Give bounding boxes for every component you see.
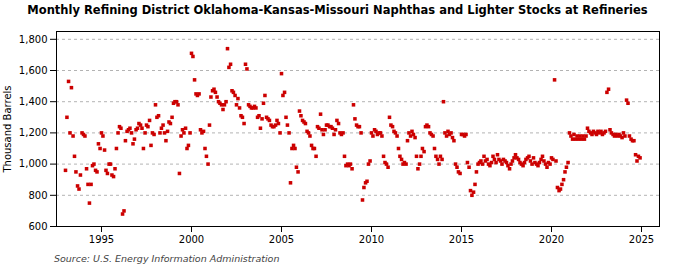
svg-text:1,400: 1,400 (19, 96, 48, 107)
svg-text:1995: 1995 (89, 234, 114, 245)
svg-text:1,000: 1,000 (19, 158, 48, 169)
svg-text:1,800: 1,800 (19, 34, 48, 45)
html-text:Monthly Refining District Okla: Monthly Refining District Oklahoma-Kansa… (27, 3, 648, 17)
html-text:Source: U.S. Energy Informatio: Source: U.S. Energy Information Administ… (54, 253, 280, 264)
svg-text:2020: 2020 (539, 234, 564, 245)
svg-text:2015: 2015 (449, 234, 474, 245)
svg-text:2000: 2000 (179, 234, 204, 245)
svg-text:2010: 2010 (359, 234, 384, 245)
svg-text:1,600: 1,600 (19, 65, 48, 76)
svg-text:600: 600 (28, 221, 47, 232)
svg-text:Thousand Barrels: Thousand Barrels (2, 85, 13, 173)
svg-text:2025: 2025 (629, 234, 654, 245)
svg-text:1,200: 1,200 (19, 127, 48, 138)
svg-text:800: 800 (28, 190, 47, 201)
svg-text:2005: 2005 (269, 234, 294, 245)
